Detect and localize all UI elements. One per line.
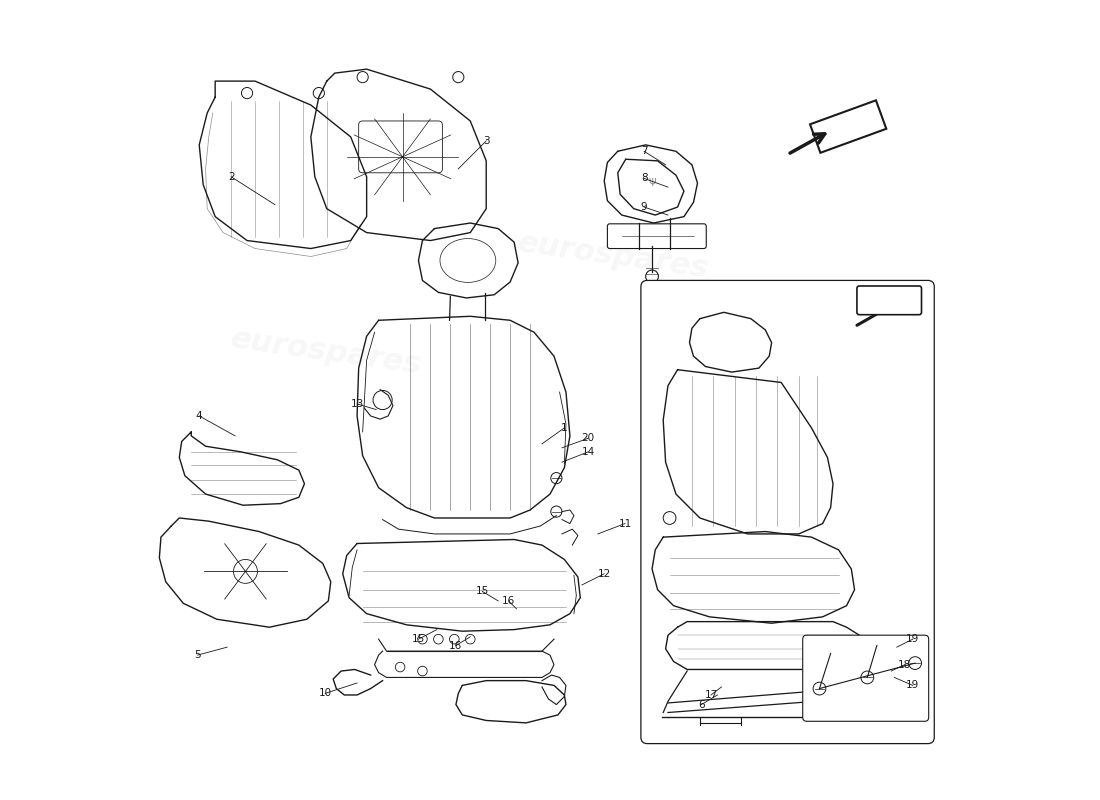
Text: 16: 16 <box>449 641 463 650</box>
Text: 19: 19 <box>906 634 920 644</box>
Text: eurospares: eurospares <box>516 229 712 284</box>
FancyBboxPatch shape <box>359 121 442 173</box>
Text: 7: 7 <box>641 146 648 156</box>
Text: 15: 15 <box>475 586 488 596</box>
FancyBboxPatch shape <box>857 286 922 314</box>
Text: 9: 9 <box>641 202 648 212</box>
FancyBboxPatch shape <box>803 635 928 722</box>
FancyBboxPatch shape <box>607 224 706 249</box>
Text: 2: 2 <box>228 172 234 182</box>
Text: 3: 3 <box>483 136 490 146</box>
Text: 19: 19 <box>906 681 920 690</box>
FancyBboxPatch shape <box>641 281 934 744</box>
Text: 5: 5 <box>195 650 201 660</box>
Text: 1: 1 <box>561 423 568 433</box>
Text: 8: 8 <box>641 174 648 183</box>
Text: 20: 20 <box>582 434 595 443</box>
Text: 10: 10 <box>319 688 332 698</box>
Text: 4: 4 <box>196 411 202 421</box>
Text: 16: 16 <box>502 596 515 606</box>
Text: eurospares: eurospares <box>229 324 425 380</box>
Bar <box>810 100 887 153</box>
Text: 12: 12 <box>597 569 611 578</box>
Text: 15: 15 <box>411 634 425 644</box>
Text: 18: 18 <box>898 660 912 670</box>
Text: 13: 13 <box>351 399 364 409</box>
Text: 14: 14 <box>582 447 595 457</box>
Text: 6: 6 <box>698 699 705 710</box>
Text: Ψ: Ψ <box>648 178 656 188</box>
Text: 11: 11 <box>618 518 631 529</box>
Text: 17: 17 <box>704 690 717 700</box>
